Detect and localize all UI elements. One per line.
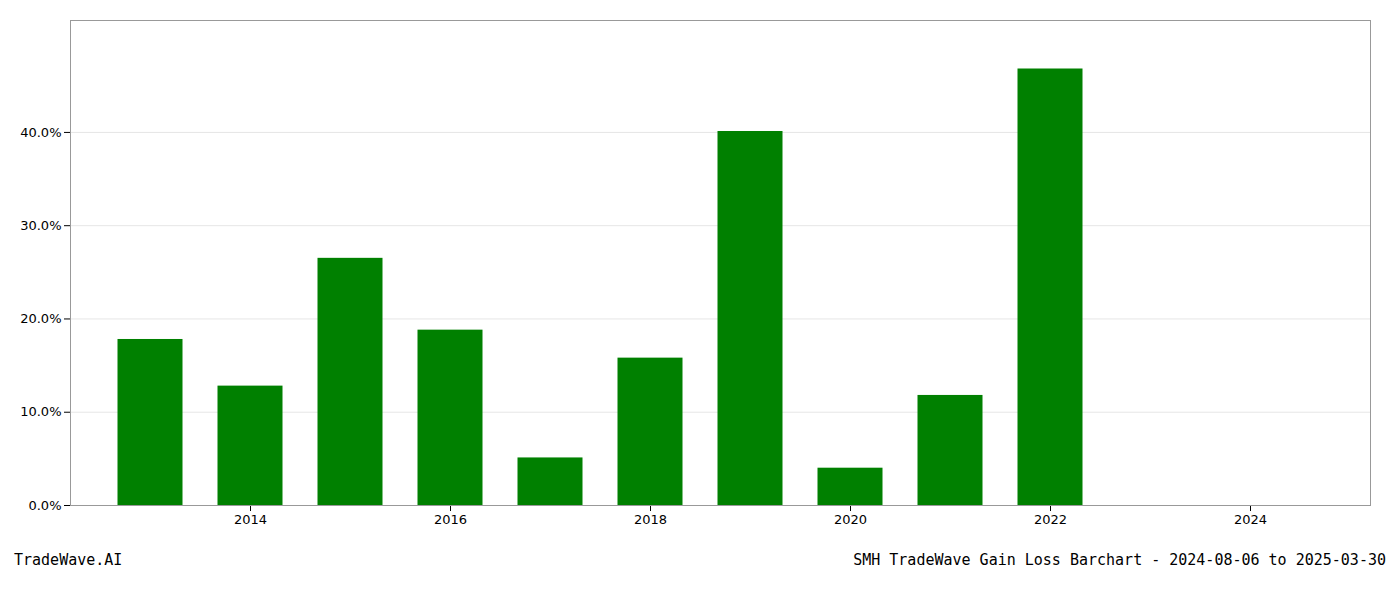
html-text:SMH TradeWave Gain Loss Barcha: SMH TradeWave Gain Loss Barchart - 2024-… bbox=[853, 551, 1386, 569]
svg-text:10.0%: 10.0% bbox=[20, 404, 61, 419]
svg-text:2024: 2024 bbox=[1234, 512, 1267, 527]
svg-text:30.0%: 30.0% bbox=[20, 218, 61, 233]
svg-text:20.0%: 20.0% bbox=[20, 311, 61, 326]
svg-text:2016: 2016 bbox=[434, 512, 467, 527]
html-text:TradeWave.AI: TradeWave.AI bbox=[14, 551, 123, 569]
svg-text:2022: 2022 bbox=[1034, 512, 1067, 527]
svg-text:2014: 2014 bbox=[234, 512, 267, 527]
svg-text:0.0%: 0.0% bbox=[28, 498, 61, 513]
svg-text:2020: 2020 bbox=[834, 512, 867, 527]
svg-text:40.0%: 40.0% bbox=[20, 125, 61, 140]
svg-text:2018: 2018 bbox=[634, 512, 667, 527]
